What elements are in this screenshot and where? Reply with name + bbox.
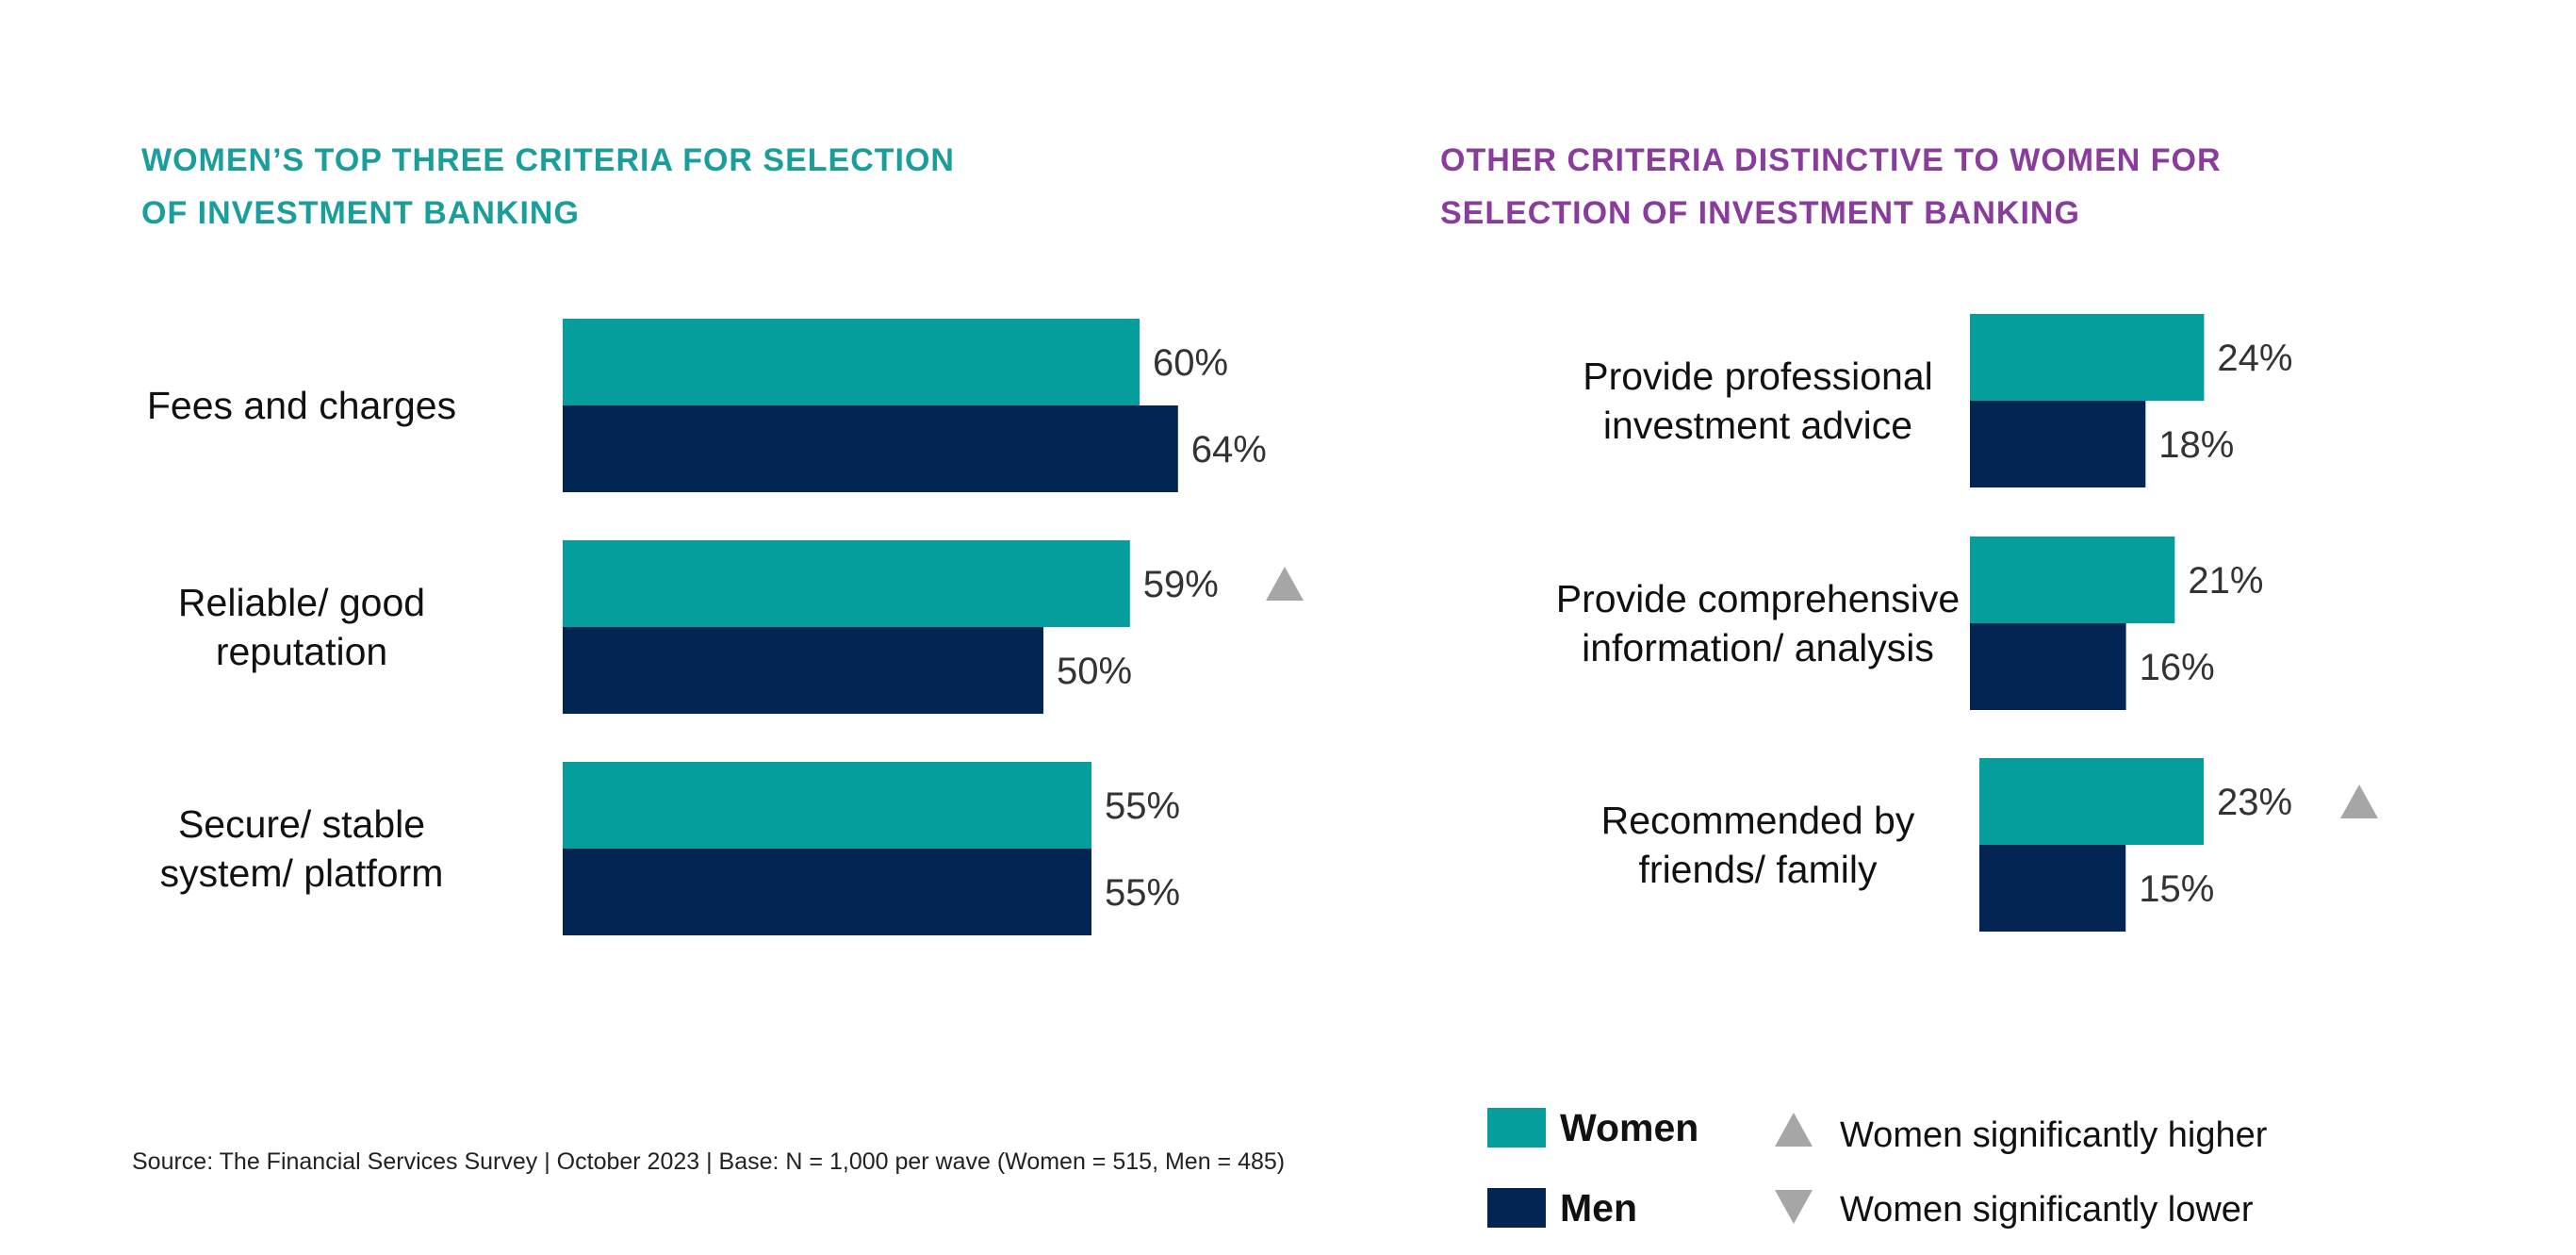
bar-right-women-0 [1970,314,2205,401]
category-label-right-2-1: friends/ family [1639,848,1878,891]
bar-left-men-2 [563,849,1091,935]
value-label-right-men-1: 16% [2140,647,2215,688]
right-chart-title: OTHER CRITERIA DISTINCTIVE TO WOMEN FOR … [1440,134,2222,239]
bar-right-men-2 [1979,845,2126,932]
bar-left-women-0 [563,319,1140,405]
value-label-right-men-2: 15% [2139,868,2214,910]
legend-lower-label: Women significantly lower [1840,1190,2254,1230]
source-note: Source: The Financial Services Survey | … [132,1148,1286,1175]
left-chart-title-line-2: OF INVESTMENT BANKING [141,195,580,231]
value-label-left-women-0: 60% [1153,342,1228,384]
category-label-left-2-0: Secure/ stable [178,802,425,846]
bar-right-men-0 [1970,401,2146,487]
left-chart-title: WOMEN’S TOP THREE CRITERIA FOR SELECTION… [141,134,955,239]
value-label-left-men-0: 64% [1191,429,1267,471]
value-label-left-men-1: 50% [1057,651,1132,692]
category-label-left-1-0: Reliable/ good [178,581,425,624]
value-label-left-women-1: 59% [1143,564,1219,605]
category-label-right-2-0: Recommended by [1601,799,1915,842]
category-label-right-0-0: Provide professional [1583,355,1932,398]
category-label-right-1-0: Provide comprehensive [1556,577,1960,620]
bar-left-women-2 [563,762,1091,849]
left-chart-title-line-1: WOMEN’S TOP THREE CRITERIA FOR SELECTION [141,142,955,178]
significance-up-triangle-icon [2340,784,2378,818]
bar-left-women-1 [563,540,1130,627]
legend-women-swatch [1487,1108,1546,1148]
bar-left-men-1 [563,627,1043,714]
category-label-left-1-1: reputation [216,630,387,673]
legend-men-label: Men [1560,1186,1637,1230]
value-label-right-women-1: 21% [2188,560,2263,602]
legend-up-triangle-icon [1775,1113,1813,1147]
right-chart-title-line-1: OTHER CRITERIA DISTINCTIVE TO WOMEN FOR [1440,142,2222,178]
category-label-left-0-0: Fees and charges [147,384,456,427]
value-label-right-women-0: 24% [2217,338,2292,379]
category-label-right-0-1: investment advice [1603,404,1912,447]
value-label-left-men-2: 55% [1105,872,1180,914]
significance-up-triangle-icon [1266,567,1304,601]
legend-women-label: Women [1560,1106,1699,1149]
right-chart-title-line-2: SELECTION OF INVESTMENT BANKING [1440,195,2080,231]
value-label-left-women-2: 55% [1105,785,1180,827]
bar-right-women-1 [1970,537,2175,623]
legend-down-triangle-icon [1775,1190,1813,1224]
bar-right-women-2 [1979,758,2205,845]
category-label-left-2-1: system/ platform [160,851,444,895]
legend-higher-label: Women significantly higher [1840,1115,2268,1155]
value-label-right-women-2: 23% [2217,782,2292,823]
legend-men-swatch [1487,1188,1546,1228]
bar-right-men-1 [1970,623,2126,710]
bar-left-men-0 [563,405,1178,492]
value-label-right-men-0: 18% [2158,424,2234,466]
category-label-right-1-1: information/ analysis [1582,626,1934,669]
